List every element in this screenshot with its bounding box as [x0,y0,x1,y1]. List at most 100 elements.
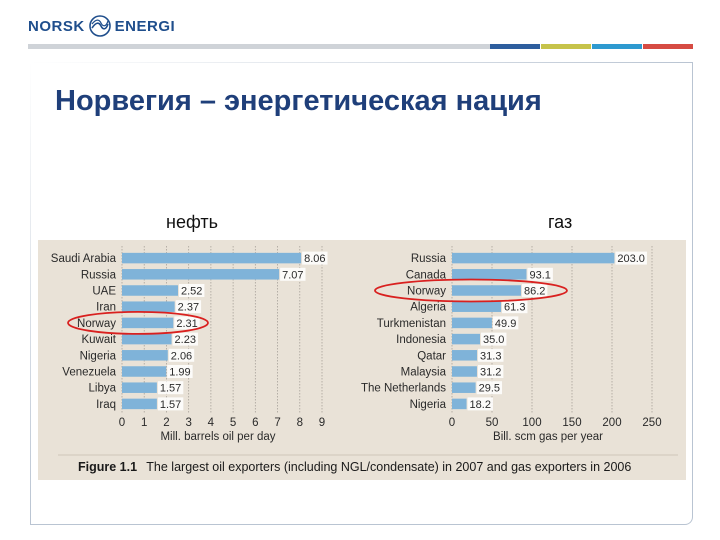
oil-value-label: 2.31 [176,318,197,330]
gas-tick-label: 100 [522,417,541,429]
gas-category-label: Canada [406,269,447,281]
oil-value-label-bg [302,251,328,265]
oil-category-label: Libya [89,383,117,395]
oil-bar [122,398,157,410]
oil-value-label: 7.07 [282,269,303,281]
logo-text-left: NORSK [28,17,85,35]
oil-bar [122,366,167,377]
oil-category-label: Norway [77,318,116,330]
gas-bar [452,366,477,377]
gas-category-label: Turkmenistan [377,318,446,330]
gas-axis-title: Bill. scm gas per year [493,431,603,443]
oil-value-label-bg [175,300,202,314]
oil-value-label: 2.23 [175,334,196,346]
oil-tick-label: 9 [319,417,325,429]
figure-caption-text: The largest oil exporters (including NGL… [146,460,631,474]
oil-tick-label: 6 [252,417,258,429]
oil-category-label: Russia [81,269,117,281]
gas-value-label: 93.1 [529,269,550,281]
gas-bar [452,317,492,329]
gas-category-label: Malaysia [401,367,447,379]
oil-label: нефть [166,212,218,232]
gas-bar [452,382,476,393]
oil-highlight-ellipse [67,311,209,335]
oil-value-label-bg [174,316,200,330]
gas-category-label: Russia [411,253,447,265]
oil-bar [122,269,280,280]
oil-tick-label: 5 [230,417,236,429]
gas-category-label: The Netherlands [361,383,446,395]
gas-exporters-chart: Russia 203.0 Canada 93.1 Norway 86.2 Algeria 61… [361,246,662,443]
oil-value-label-bg [168,348,195,362]
gas-category-label: Norway [407,286,446,298]
gas-value-label-bg [481,332,507,346]
gas-value-label-bg [521,284,548,297]
header-color-segment-1 [490,44,540,49]
gas-value-label: 31.2 [480,367,501,379]
gas-value-label-bg [478,348,504,362]
exporters-figure: Saudi Arabia 8.06 Russia 7.07 UAE 2.52 Iran 2.3… [38,240,686,480]
gas-tick-label: 150 [562,417,581,429]
gas-highlight-ellipse [374,278,568,303]
gas-value-label-bg [527,267,553,281]
logo-text-right: ENERGI [114,17,176,35]
oil-value-label: 8.06 [304,253,325,265]
norsk-energi-logo: NORSK ENERGI [28,14,175,38]
gas-value-label-bg [477,365,504,378]
oil-bar [122,333,172,345]
gas-label: газ [548,212,573,232]
frame-left-edge [30,62,31,524]
oil-category-label: Venezuela [62,367,116,379]
gas-bar [452,252,615,264]
gas-category-label: Qatar [417,350,446,362]
header-color-segment-3 [592,44,642,49]
header: NORSK ENERGI [0,0,720,52]
gas-value-label: 18.2 [470,399,491,411]
oil-bar [122,350,168,361]
frame-top-edge [30,62,692,63]
oil-value-label-bg [280,267,306,281]
content-frame [30,62,693,525]
gas-bar [452,285,521,296]
header-color-segment-4 [643,44,693,49]
gas-value-label: 35.0 [483,334,504,346]
figure-caption: Figure 1.1 The largest oil exporters (in… [78,460,631,474]
slide-title: Норвегия – энергетическая нация [55,85,542,117]
gas-value-label: 61.3 [504,302,525,314]
oil-value-label: 2.06 [171,350,192,362]
header-rule [28,44,490,49]
oil-tick-label: 0 [119,417,125,429]
gas-tick-label: 50 [486,417,499,429]
oil-bar [122,317,174,329]
oil-value-label: 2.37 [178,302,199,314]
oil-tick-label: 2 [163,417,169,429]
oil-category-label: Iran [96,302,116,314]
oil-category-label: Iraq [96,399,116,411]
gas-bar [452,333,480,345]
oil-value-label: 1.57 [160,383,181,395]
oil-bar [122,285,178,296]
gas-value-label-bg [502,300,528,314]
oil-bar [122,382,157,393]
gas-category-label: Nigeria [410,399,447,411]
gas-value-label: 29.5 [479,383,500,395]
gas-bar [452,350,478,361]
oil-value-label-bg [157,381,184,395]
oil-axis-title: Mill. barrels oil per day [160,431,275,443]
gas-tick-label: 0 [449,417,455,429]
oil-tick-label: 4 [208,417,215,429]
gas-tick-label: 200 [602,417,621,429]
oil-bar [122,252,302,264]
oil-value-label-bg [157,397,184,411]
gas-bar [452,269,527,280]
gas-value-label-bg [467,397,493,411]
oil-tick-label: 1 [141,417,147,429]
gas-value-label: 86.2 [524,286,545,298]
gas-value-label: 203.0 [617,253,645,265]
figure-caption-label: Figure 1.1 [78,460,137,474]
oil-tick-label: 3 [185,417,191,429]
oil-value-label-bg [179,284,205,297]
oil-value-label: 1.57 [160,399,181,411]
oil-category-label: Nigeria [80,350,117,362]
oil-value-label: 1.99 [169,367,190,379]
